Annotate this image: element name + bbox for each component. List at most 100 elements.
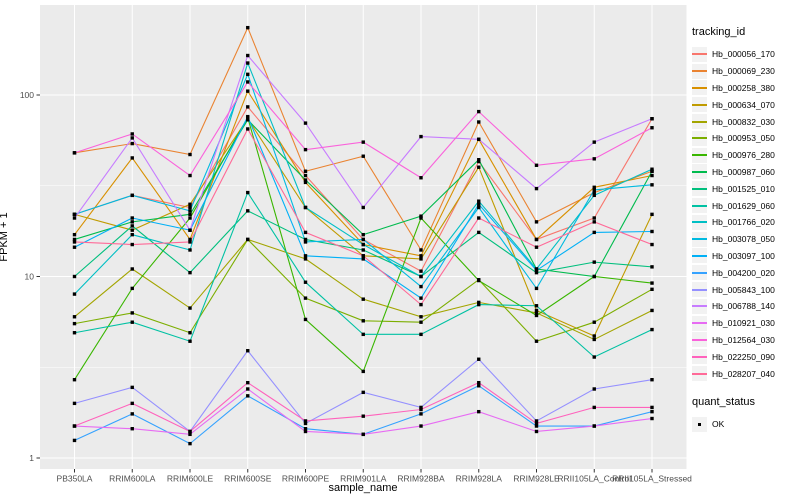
data-point: [534, 186, 539, 191]
data-point: [72, 292, 77, 296]
data-point: [650, 409, 654, 414]
legend-entry-label: Hb_001629_060: [712, 200, 775, 211]
data-point: [650, 327, 654, 332]
data-point: [72, 237, 77, 242]
data-point: [592, 193, 596, 198]
data-point: [477, 199, 481, 203]
data-point: [361, 257, 365, 261]
data-point: [246, 105, 250, 109]
data-point: [477, 409, 481, 414]
data-point: [130, 216, 134, 220]
data-point: [650, 126, 654, 130]
data-point: [534, 268, 539, 273]
legend-key-icon: [692, 214, 707, 230]
data-point: [188, 152, 192, 157]
data-point: [534, 286, 539, 291]
legend-entry-label: Hb_005843_100: [712, 284, 775, 295]
data-point: [650, 242, 654, 247]
data-point: [130, 156, 134, 160]
data-point: [534, 313, 539, 318]
data-point: [188, 209, 192, 213]
legend-entry: Hb_001629_060: [692, 197, 798, 214]
data-point: [477, 137, 481, 142]
data-point: [188, 248, 192, 252]
data-point: [188, 240, 192, 244]
legend-entry-label: Hb_010921_030: [712, 318, 775, 329]
data-point: [303, 237, 308, 242]
data-point: [650, 117, 654, 121]
data-point: [419, 214, 423, 218]
data-point: [188, 216, 192, 220]
data-point: [592, 230, 596, 235]
data-point: [650, 378, 654, 382]
legend-entry: Hb_000976_280: [692, 147, 798, 164]
data-point: [72, 151, 77, 155]
legend-entry: Hb_022250_090: [692, 348, 798, 365]
data-point: [303, 173, 308, 178]
x-tick-label: RRIM600PE: [282, 474, 330, 484]
legend: tracking_id Hb_000056_170 Hb_000069_230 Hb…: [692, 26, 798, 433]
data-point: [303, 254, 308, 258]
x-tick-label: RRII105LA_Stressed: [612, 474, 692, 484]
data-point: [130, 136, 134, 140]
legend-entry-label: Hb_000056_170: [712, 49, 775, 60]
data-point: [419, 412, 423, 416]
data-point: [361, 254, 365, 258]
legend-entry: Hb_001766_020: [692, 214, 798, 231]
data-point: [303, 317, 308, 322]
legend-entry: Hb_003078_050: [692, 231, 798, 248]
data-point: [361, 242, 365, 247]
legend-key-icon: [692, 298, 707, 314]
data-point: [303, 280, 308, 284]
x-tick-label: RRIM901LA: [340, 474, 387, 484]
x-tick-label: RRIM600LE: [167, 474, 214, 484]
y-tick-label: 10: [25, 272, 35, 282]
data-point: [650, 287, 654, 292]
legend-entry-label: Hb_001525_010: [712, 183, 775, 194]
data-point: [188, 432, 192, 437]
data-point: [361, 432, 365, 437]
data-point: [303, 147, 308, 152]
legend-entry-label: Hb_003078_050: [712, 234, 775, 245]
data-point: [130, 311, 134, 315]
legend-entry-label: Hb_012564_030: [712, 334, 775, 345]
data-point: [534, 270, 539, 275]
data-point: [246, 209, 250, 213]
data-point: [188, 429, 192, 434]
data-point: [419, 407, 423, 412]
data-point: [72, 216, 77, 220]
data-point: [477, 165, 481, 169]
data-point: [246, 89, 250, 93]
data-point: [188, 331, 192, 335]
data-point: [246, 61, 250, 65]
legend-entry-label: Hb_000258_380: [712, 82, 775, 93]
data-point: [534, 429, 539, 434]
data-point: [130, 193, 134, 198]
data-point: [592, 190, 596, 195]
legend-key-icon: [692, 198, 707, 214]
legend-title-quant-status: quant_status: [692, 395, 755, 408]
data-point: [477, 278, 481, 283]
x-tick-label: RRIM928LE: [513, 474, 560, 484]
data-point: [188, 270, 192, 275]
data-point: [72, 232, 77, 237]
data-point: [130, 232, 134, 237]
data-point: [130, 242, 134, 247]
data-point: [592, 260, 596, 264]
data-point: [188, 202, 192, 206]
data-point: [477, 120, 481, 124]
y-axis-title: FPKM + 1: [0, 212, 10, 262]
data-point: [419, 405, 423, 410]
data-point: [592, 157, 596, 161]
data-point: [477, 205, 481, 210]
data-point: [477, 158, 481, 162]
legend-entry: Hb_005843_100: [692, 281, 798, 298]
data-point: [534, 304, 539, 308]
legend-entry-label: Hb_006788_140: [712, 301, 775, 312]
data-point: [361, 140, 365, 144]
data-point: [188, 173, 192, 178]
legend-entry: Hb_004200_020: [692, 264, 798, 281]
legend-entry: Hb_003097_100: [692, 248, 798, 265]
data-point: [534, 419, 539, 423]
